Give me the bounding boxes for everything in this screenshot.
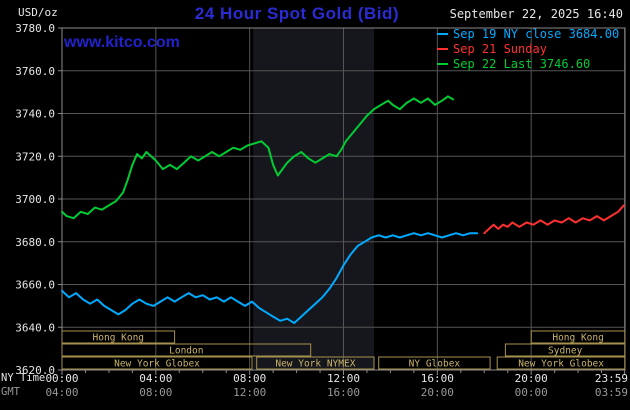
x-tick-label-ny: 16:00 [421,372,454,385]
legend-item-sep19-close: Sep 19 NY close 3684.00 [437,26,619,41]
session-box [61,356,253,370]
y-tick-label: 3700.0 [15,193,55,206]
y-tick-label: 3740.0 [15,108,55,121]
x-tick-label-ny: 08:00 [233,372,266,385]
series-line-sep22 [61,95,455,220]
units-label: USD/oz [18,6,58,19]
sep22-series-dash-icon [437,62,448,65]
gmt-axis-label: GMT [1,386,21,398]
y-tick-label: 3780.0 [15,22,55,35]
session-label: NY Globex [409,359,461,370]
y-tick-label: 3680.0 [15,236,55,249]
legend-label: Sep 19 NY close 3684.00 [453,26,620,41]
session-box [378,356,491,370]
x-tick-label-gmt: 16:00 [327,386,360,399]
x-tick-label-ny: 00:00 [45,372,78,385]
x-tick-label-gmt: 12:00 [233,386,266,399]
session-box [61,330,176,344]
legend-item-sep22-last: Sep 22 Last 3746.60 [437,56,619,71]
session-label: New York Globex [518,359,604,370]
x-tick-label-gmt: 03:59 [595,386,628,399]
session-box [256,356,375,370]
x-tick-label-ny: 12:00 [327,372,360,385]
legend-item-sep21-sunday: Sep 21 Sunday [437,41,619,56]
session-label: Sydney [548,346,583,357]
session-label: Hong Kong [552,333,603,344]
x-tick-label-gmt: 00:00 [515,386,548,399]
y-tick-label: 3640.0 [15,321,55,334]
session-label: New York Globex [114,359,200,370]
x-tick-label-ny: 20:00 [515,372,548,385]
legend: Sep 19 NY close 3684.00 Sep 21 Sunday Se… [437,26,619,71]
session-label: New York NYMEX [275,359,355,370]
y-tick-label: 3720.0 [15,150,55,163]
y-tick-label: 3620.0 [15,364,55,377]
legend-label: Sep 21 Sunday [453,41,547,56]
x-tick-label-gmt: 04:00 [45,386,78,399]
series-line-sep19 [61,232,479,324]
series-line-sep21 [483,204,625,235]
ny-time-axis-label: NY Time [1,372,45,384]
x-tick-label-ny: 04:00 [139,372,172,385]
y-tick-label: 3760.0 [15,65,55,78]
session-box [61,343,312,357]
x-tick-label-ny: 23:59 [595,372,628,385]
session-box [496,356,626,370]
sep19-series-dash-icon [437,32,448,35]
legend-label: Sep 22 Last 3746.60 [453,56,591,71]
session-label: Hong Kong [93,333,144,344]
datetime-label: September 22, 2025 16:40 [449,7,623,21]
y-tick-label: 3660.0 [15,279,55,292]
sep21-series-dash-icon [437,47,448,50]
page-title: 24 Hour Spot Gold (Bid) [194,4,400,23]
kitco-watermark: www.kitco.com [64,34,180,51]
session-label: London [169,346,203,357]
session-box [504,343,626,357]
x-tick-label-gmt: 20:00 [421,386,454,399]
session-box [530,330,626,344]
x-tick-label-gmt: 08:00 [139,386,172,399]
